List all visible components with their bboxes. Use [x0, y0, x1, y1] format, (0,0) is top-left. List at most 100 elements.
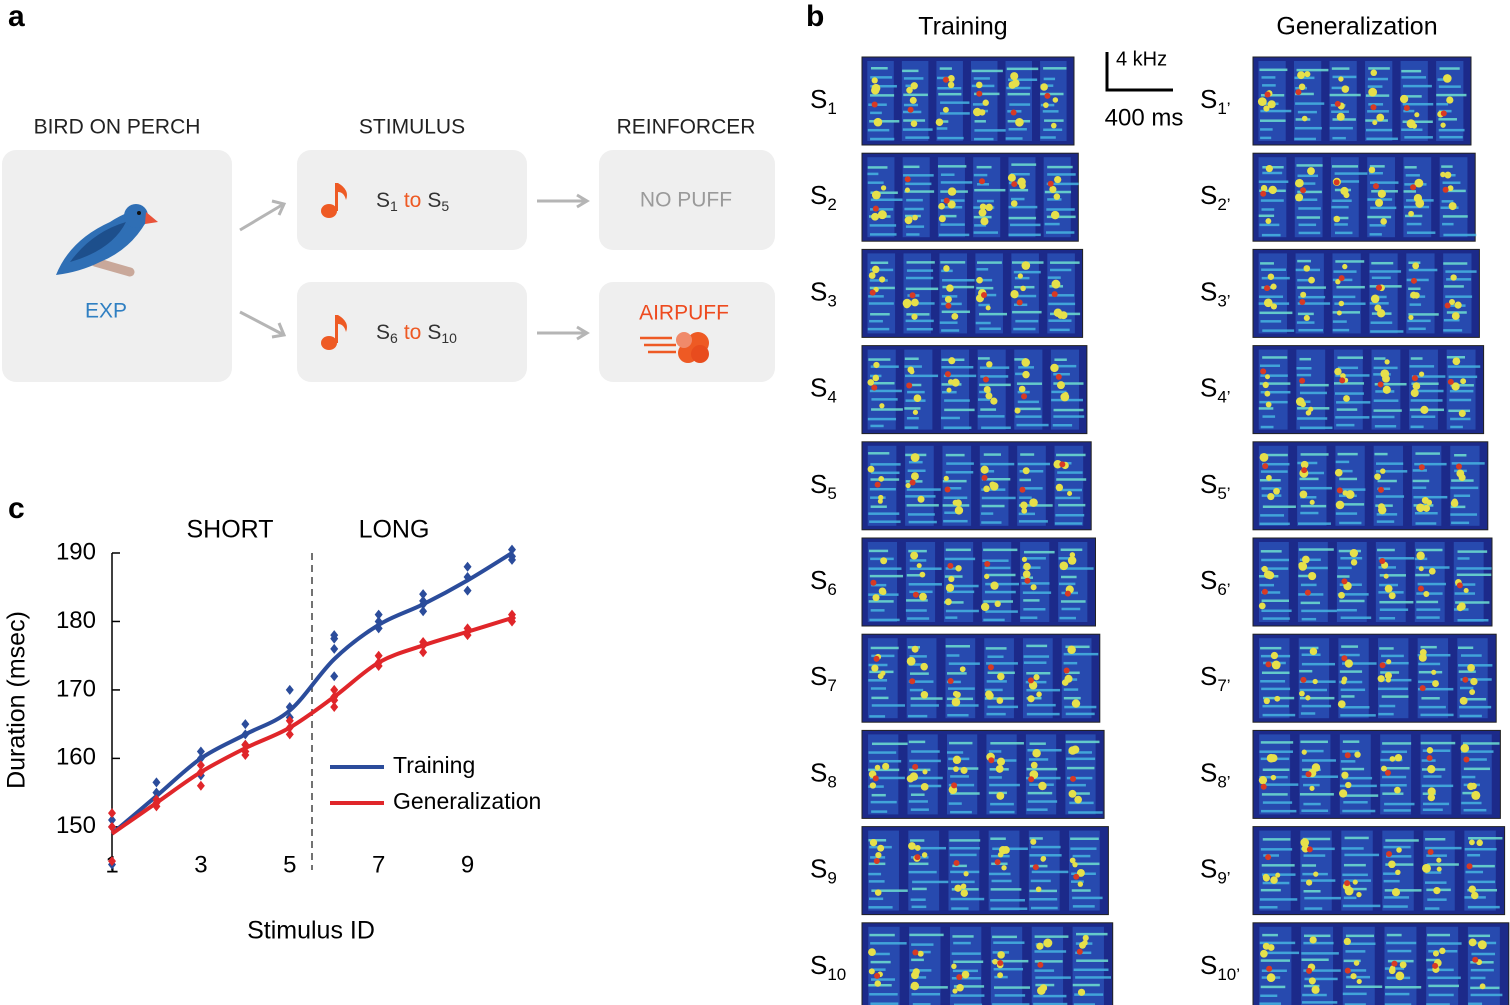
hotspot: [1059, 311, 1068, 320]
hotspot: [980, 217, 989, 226]
hotspot: [1385, 677, 1392, 683]
harmonic: [869, 574, 904, 578]
harmonic: [912, 880, 949, 884]
harmonic: [1299, 696, 1335, 700]
harmonic: [1387, 959, 1414, 963]
hotspot: [1019, 182, 1026, 190]
harmonic: [868, 768, 900, 772]
harmonic: [1340, 760, 1356, 763]
syllable: [1426, 926, 1459, 1005]
harmonic: [909, 672, 929, 675]
harmonic: [1297, 174, 1319, 178]
harmonic: [980, 462, 1015, 466]
harmonic: [981, 504, 1005, 508]
stimulus-label: S6’: [1200, 565, 1231, 600]
hotspot: [909, 678, 916, 685]
harmonic: [869, 618, 900, 622]
harmonic: [1058, 503, 1086, 507]
hotspot: [1338, 591, 1345, 599]
harmonic: [1296, 321, 1315, 324]
hotspot: [872, 775, 879, 782]
spectrogram: [1252, 826, 1506, 916]
text: S: [1200, 84, 1217, 114]
harmonic: [1075, 976, 1112, 979]
hotspot: [1301, 115, 1308, 122]
hotspot: [979, 109, 986, 116]
hotspot: [1298, 83, 1306, 91]
sample-point: [285, 729, 294, 740]
harmonic: [943, 496, 968, 500]
harmonic: [1334, 231, 1353, 235]
harmonic: [1401, 69, 1422, 73]
harmonic: [1259, 68, 1288, 72]
text: 6: [827, 580, 836, 599]
hotspot: [1442, 186, 1449, 193]
hotspot: [1333, 179, 1340, 186]
hotspot: [935, 118, 944, 126]
harmonic: [868, 600, 894, 603]
harmonic: [1343, 801, 1368, 804]
harmonic: [973, 231, 998, 234]
harmonic: [1369, 171, 1383, 175]
hotspot: [880, 589, 887, 596]
harmonic: [1339, 521, 1362, 525]
harmonic: [1404, 205, 1430, 209]
harmonic: [1056, 488, 1082, 492]
hotspot: [1055, 483, 1064, 492]
harmonic: [1262, 84, 1276, 87]
harmonic: [980, 375, 1009, 378]
syllable: [1258, 253, 1287, 334]
harmonic: [976, 286, 994, 290]
harmonic: [1261, 276, 1290, 280]
hotspot: [944, 371, 951, 378]
spectrogram-bg: [861, 345, 1088, 435]
stimulus-label: S8: [810, 757, 837, 792]
harmonic: [1336, 285, 1365, 289]
harmonic: [1260, 550, 1282, 553]
hotspot: [907, 106, 914, 113]
harmonic: [1408, 313, 1439, 316]
hotspot: [871, 664, 879, 672]
harmonic: [943, 601, 964, 604]
hotspot: [874, 481, 881, 488]
hotspot: [980, 602, 990, 612]
harmonic: [871, 408, 903, 411]
hotspot: [1384, 584, 1393, 593]
hotspot: [1414, 178, 1424, 188]
hotspot: [1380, 369, 1390, 379]
scale-label: 4 kHz: [1116, 48, 1167, 70]
harmonic: [1424, 881, 1447, 884]
harmonic: [1460, 654, 1482, 657]
spectrogram-bg: [861, 729, 1105, 819]
syllable: [948, 830, 980, 911]
harmonic: [1294, 76, 1315, 80]
hotspot: [1021, 556, 1028, 562]
harmonic: [987, 705, 1019, 709]
harmonic: [1047, 165, 1073, 169]
hotspot: [1422, 863, 1431, 873]
harmonic: [1439, 135, 1463, 139]
hotspot: [1339, 377, 1346, 384]
harmonic: [1426, 958, 1440, 962]
harmonic: [1427, 898, 1447, 901]
hotspot: [1300, 187, 1307, 194]
harmonic: [1451, 521, 1470, 525]
hotspot: [874, 980, 881, 987]
hotspot: [1440, 110, 1447, 117]
hotspot: [1427, 848, 1434, 855]
outcome: AIRPUFF: [639, 302, 729, 325]
harmonic: [868, 295, 884, 298]
harmonic: [1262, 713, 1296, 717]
harmonic: [1438, 128, 1465, 132]
harmonic: [869, 776, 905, 780]
harmonic: [1300, 740, 1328, 744]
harmonic: [979, 383, 1011, 387]
harmonic: [1450, 417, 1471, 421]
hotspot: [943, 475, 949, 482]
harmonic: [1416, 566, 1450, 569]
hotspot: [948, 379, 954, 385]
hotspot: [1300, 676, 1307, 683]
hotspot: [1304, 71, 1311, 78]
harmonic: [1301, 958, 1329, 961]
hotspot: [871, 212, 879, 221]
